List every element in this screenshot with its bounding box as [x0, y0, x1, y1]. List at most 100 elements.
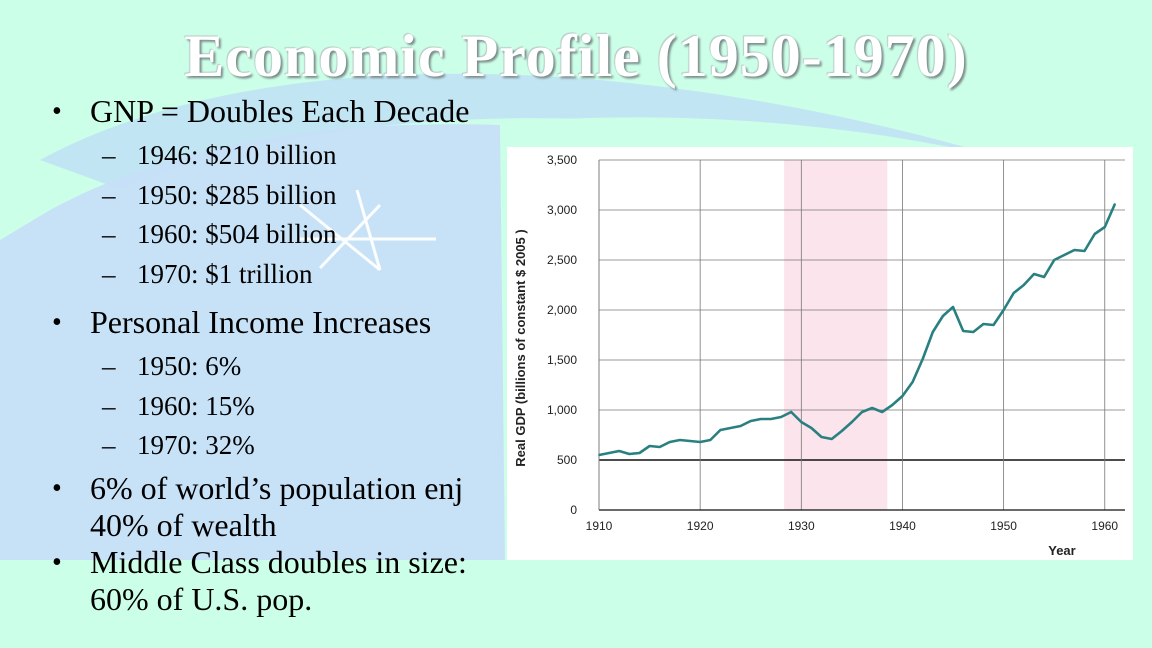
dash-marker: – — [102, 179, 116, 210]
y-tick-label: 2,000 — [547, 303, 577, 317]
gdp-data-point — [931, 331, 934, 333]
gdp-data-point — [719, 429, 722, 431]
y-tick-label: 0 — [570, 503, 577, 517]
gdp-data-point — [770, 418, 772, 420]
bullet-world-wealth: • 6% of world’s population enj 40% of we… — [52, 470, 572, 544]
gdp-data-point — [1093, 233, 1096, 235]
bullet-text: GNP = Doubles Each Decade — [90, 93, 470, 129]
gdp-data-point — [790, 411, 793, 413]
dash-marker: – — [102, 258, 116, 289]
gdp-data-point — [992, 324, 995, 326]
dash-marker: – — [102, 430, 116, 460]
gdp-data-point — [729, 427, 732, 429]
bullet-text: Personal Income Increases — [90, 304, 432, 340]
gdp-data-point — [952, 306, 954, 308]
bullet-marker: • — [52, 546, 62, 578]
gdp-data-point — [709, 439, 712, 441]
gdp-data-point — [628, 453, 631, 455]
gdp-data-point — [1073, 249, 1076, 251]
y-axis-title: Real GDP (billions of constant $ 2005 ) — [513, 229, 528, 466]
gdp-data-point — [861, 411, 863, 413]
bullet-middle-class: • Middle Class doubles in size: 60% of U… — [52, 544, 572, 618]
gdp-data-point — [1053, 259, 1056, 261]
sub-item: –1946: $210 billion — [52, 136, 572, 176]
bullet-marker: • — [52, 307, 62, 338]
gdp-data-point — [800, 421, 803, 423]
sub-item: –1960: $504 billion — [52, 215, 572, 255]
sub-item: –1970: 32% — [52, 426, 572, 466]
gdp-data-point — [689, 440, 691, 442]
bullet-text-line1: 6% of world’s population enj — [90, 469, 464, 506]
gdp-data-point — [1002, 309, 1005, 311]
gdp-data-point — [739, 425, 742, 427]
sub-text: 1970: 32% — [137, 430, 255, 460]
x-tick-label: 1930 — [788, 519, 815, 533]
bullet-marker: • — [52, 472, 62, 504]
background-panel — [0, 124, 505, 561]
gdp-data-point — [638, 452, 641, 454]
bullet-text-line2: 40% of wealth — [90, 506, 277, 543]
y-tick-label: 2,500 — [547, 253, 577, 267]
gdp-data-point — [982, 323, 985, 325]
bullet-personal-income: • Personal Income Increases — [52, 304, 572, 341]
gdp-data-point — [1012, 292, 1015, 294]
sub-text: 1950: 6% — [137, 351, 242, 381]
sub-text: 1950: $285 billion — [137, 179, 337, 210]
gdp-data-point — [840, 430, 843, 432]
gdp-data-point — [921, 358, 924, 360]
bullet-text-line1: Middle Class doubles in size: — [90, 543, 467, 580]
sub-item: –1970: $1 trillion — [52, 255, 572, 295]
gdp-data-point — [668, 441, 671, 443]
y-tick-label: 1,500 — [547, 353, 577, 367]
gdp-data-point — [881, 411, 884, 413]
bullet-marker: • — [52, 96, 62, 127]
gdp-data-point — [618, 450, 621, 452]
gdp-data-point — [830, 438, 833, 440]
x-axis-title: Year — [1048, 543, 1075, 558]
sub-item: –1950: 6% — [52, 347, 572, 387]
sub-text: 1960: $504 billion — [137, 219, 337, 249]
gdp-chart-svg: 0 500 1,000 1,500 2,000 2,500 3,000 3,500 1910 19… — [513, 153, 1125, 558]
sub-text: 1946: $210 billion — [137, 140, 337, 170]
shaded-region — [784, 160, 888, 510]
gdp-chart: 0 500 1,000 1,500 2,000 2,500 3,000 3,500 1910 19… — [507, 147, 1133, 560]
gdp-data-point — [1113, 203, 1116, 205]
gdp-data-point — [901, 395, 904, 397]
dash-marker: – — [102, 140, 116, 170]
gdp-data-point — [850, 421, 853, 423]
gdp-data-point — [648, 445, 651, 447]
gdp-data-point — [608, 452, 611, 454]
x-tick-label: 1960 — [1091, 519, 1118, 533]
gdp-data-point — [598, 454, 600, 456]
dash-marker: – — [102, 351, 116, 381]
gdp-data-point — [891, 404, 894, 406]
background-starburst — [299, 189, 436, 272]
gdp-data-point — [780, 416, 782, 418]
gdp-data-point — [911, 381, 914, 383]
gdp-series-line — [598, 203, 1117, 457]
gdp-data-point — [658, 446, 661, 448]
bullet-list: • GNP = Doubles Each Decade –1946: $210 … — [52, 93, 572, 618]
gdp-data-point — [1103, 226, 1106, 228]
gdp-data-point — [699, 441, 702, 443]
bullet-gnp: • GNP = Doubles Each Decade — [52, 93, 572, 130]
sub-text: 1970: $1 trillion — [137, 258, 313, 289]
y-tick-label: 3,000 — [547, 203, 577, 217]
gdp-data-point — [942, 315, 944, 317]
dash-marker: – — [102, 219, 116, 249]
gdp-data-point — [871, 407, 874, 409]
y-tick-label: 1,000 — [547, 403, 577, 417]
gdp-data-point — [1033, 273, 1035, 275]
sub-item: –1960: 15% — [52, 387, 572, 427]
y-tick-label: 3,500 — [547, 153, 577, 167]
gdp-data-point — [1063, 254, 1066, 256]
gdp-data-point — [962, 330, 965, 332]
bullet-text-line2: 60% of U.S. pop. — [90, 580, 313, 617]
gdp-data-point — [1043, 276, 1045, 278]
gdp-data-point — [810, 427, 813, 429]
sub-item: –1950: $285 billion — [52, 176, 572, 216]
sub-text: 1960: 15% — [137, 390, 255, 421]
y-tick-label: 500 — [557, 453, 577, 467]
x-tick-label: 1920 — [687, 519, 714, 533]
